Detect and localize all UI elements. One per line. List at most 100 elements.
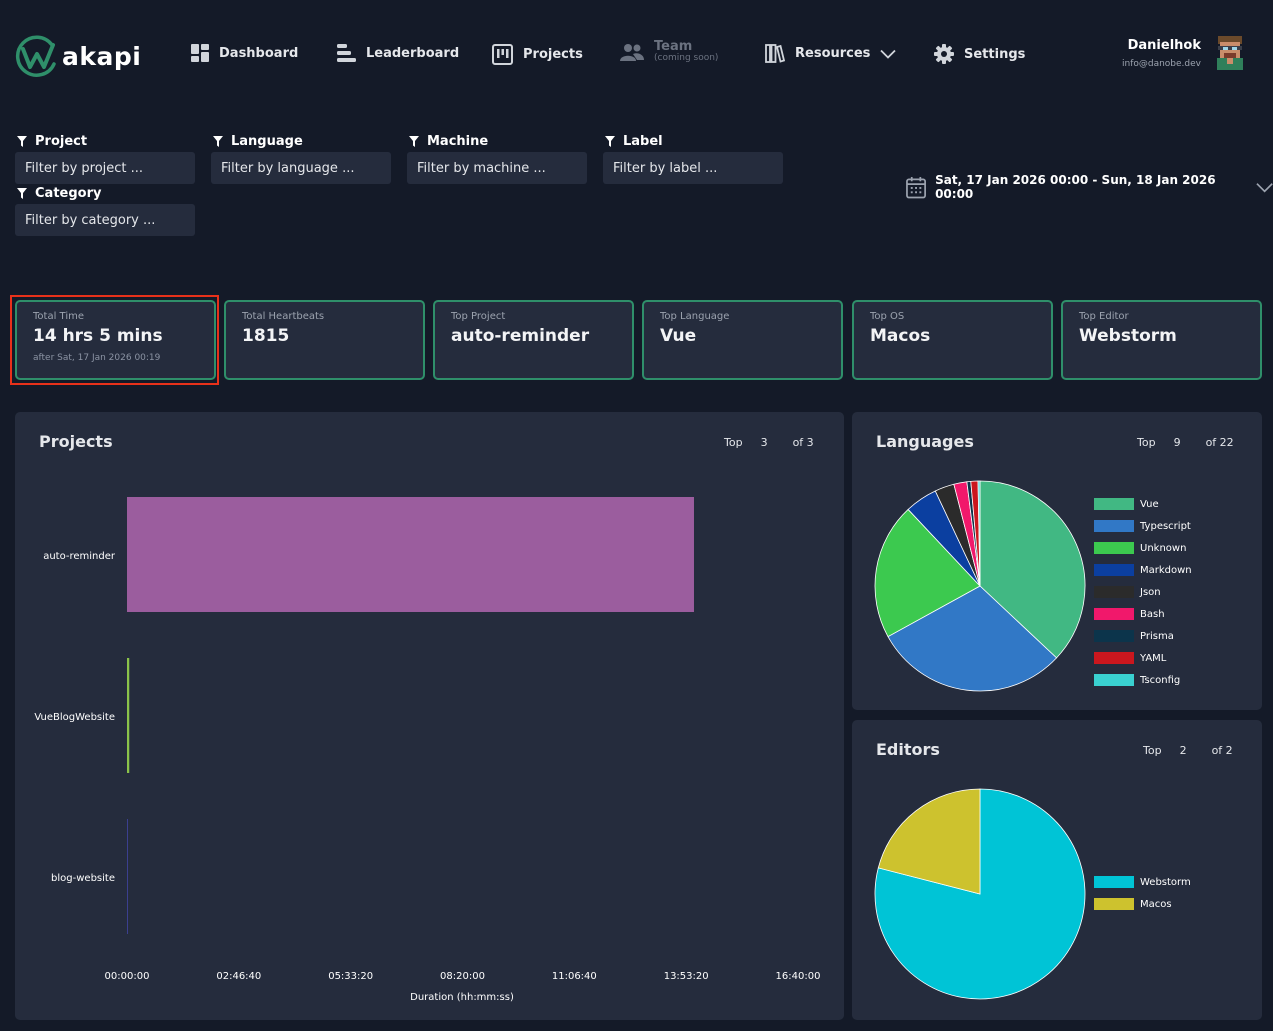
stat-title: Total Time [33, 311, 85, 322]
filter-machine: Machine [407, 132, 587, 184]
wakapi-logo-icon [15, 35, 56, 77]
x-tick-label: 08:20:00 [440, 971, 485, 982]
bar-auto-reminder[interactable] [127, 497, 694, 612]
x-tick-label: 02:46:40 [216, 971, 261, 982]
x-tick-label: 16:40:00 [776, 971, 821, 982]
languages-legend-item[interactable]: Unknown [1094, 542, 1186, 554]
stat-total-time: Total Time 14 hrs 5 mins after Sat, 17 J… [15, 300, 216, 380]
filter-category: Category [15, 184, 195, 236]
legend-swatch [1094, 674, 1134, 686]
languages-legend-item[interactable]: Bash [1094, 608, 1165, 620]
nav-settings-label: Settings [964, 46, 1026, 62]
languages-legend-item[interactable]: Vue [1094, 498, 1159, 510]
gear-icon [934, 44, 954, 64]
filter-category-input[interactable] [15, 204, 195, 236]
editors-slice-macos[interactable] [877, 788, 981, 895]
nav-resources[interactable]: Resources [765, 44, 897, 63]
stat-top-language: Top Language Vue [642, 300, 843, 380]
projects-icon [492, 44, 513, 65]
projects-top-input[interactable] [750, 434, 789, 450]
x-axis-label: Duration (hh:mm:ss) [410, 992, 514, 1003]
filter-project-label: Project [35, 133, 88, 149]
filter-icon [17, 187, 27, 199]
date-range-text: Sat, 17 Jan 2026 00:00 - Sun, 18 Jan 202… [935, 173, 1216, 201]
languages-legend-item[interactable]: Typescript [1094, 520, 1191, 532]
languages-top-input[interactable] [1163, 434, 1202, 450]
bar-VueBlogWebsite[interactable] [127, 658, 130, 773]
editors-slice-webstorm[interactable] [874, 788, 1086, 1000]
languages-top-control: Top of 22 [1137, 434, 1234, 450]
avatar[interactable] [1215, 36, 1245, 70]
nav-settings[interactable]: Settings [934, 44, 1025, 64]
editors-legend-item[interactable]: Macos [1094, 898, 1172, 910]
filter-icon [213, 135, 223, 147]
nav-leaderboard[interactable]: Leaderboard [337, 44, 459, 62]
languages-slice-typescript[interactable] [887, 585, 1058, 692]
user-email: info@danobe.dev [1121, 58, 1201, 69]
stat-top-os: Top OS Macos [852, 300, 1053, 380]
languages-pie-chart [874, 480, 1086, 692]
wakapi-logo[interactable]: akapi [14, 34, 141, 78]
user-menu[interactable]: Danielhok info@danobe.dev [1122, 36, 1245, 70]
editors-pie-chart [874, 788, 1086, 1000]
stat-title: Top Language [660, 311, 730, 322]
languages-legend-item[interactable]: Markdown [1094, 564, 1192, 576]
legend-swatch [1094, 498, 1134, 510]
editors-top-control: Top of 2 [1143, 742, 1233, 758]
languages-legend-item[interactable]: Tsconfig [1094, 674, 1180, 686]
projects-panel-title: Projects [39, 432, 113, 451]
stat-value: 1815 [242, 326, 290, 346]
legend-label: Bash [1140, 608, 1165, 620]
legend-label: YAML [1140, 652, 1167, 664]
languages-legend-item[interactable]: Json [1094, 586, 1161, 598]
editors-legend-item[interactable]: Webstorm [1094, 876, 1191, 888]
leaderboard-icon [337, 44, 356, 62]
projects-top-control: Top of 3 [724, 434, 814, 450]
nav-projects-label: Projects [523, 47, 583, 62]
languages-slice-vue[interactable] [979, 480, 1086, 659]
legend-label: Unknown [1140, 542, 1187, 554]
filter-label: Label [603, 132, 783, 184]
nav-dashboard[interactable]: Dashboard [191, 44, 298, 62]
filter-project: Project [15, 132, 195, 184]
filter-project-input[interactable] [15, 152, 195, 184]
languages-slice-unknown[interactable] [874, 508, 981, 638]
nav-team-label: Team [654, 39, 693, 54]
chevron-down-icon [1256, 182, 1273, 193]
filter-machine-label: Machine [427, 133, 489, 149]
stat-title: Total Heartbeats [242, 311, 325, 322]
nav-projects[interactable]: Projects [492, 44, 583, 65]
app-name: akapi [62, 41, 142, 71]
bar-blog-website[interactable] [127, 819, 128, 934]
x-tick-label: 11:06:40 [552, 971, 597, 982]
of-label: of 3 [792, 435, 814, 449]
legend-label: Tsconfig [1140, 674, 1181, 686]
date-range-picker[interactable]: Sat, 17 Jan 2026 00:00 - Sun, 18 Jan 202… [906, 173, 1273, 201]
nav-team-sublabel: (coming soon) [654, 53, 719, 64]
of-label: of 2 [1211, 743, 1233, 757]
filter-machine-input[interactable] [407, 152, 587, 184]
legend-swatch [1094, 898, 1134, 910]
languages-legend-item[interactable]: YAML [1094, 652, 1166, 664]
legend-swatch [1094, 608, 1134, 620]
legend-swatch [1094, 652, 1134, 664]
nav-resources-label: Resources [795, 46, 871, 61]
editors-panel-title: Editors [876, 740, 940, 759]
chevron-down-icon [880, 49, 897, 59]
filter-label-input[interactable] [603, 152, 783, 184]
languages-legend-item[interactable]: Prisma [1094, 630, 1174, 642]
nav-leaderboard-label: Leaderboard [366, 45, 460, 61]
languages-slice-tsconfig[interactable] [977, 480, 981, 587]
legend-swatch [1094, 630, 1134, 642]
legend-swatch [1094, 876, 1134, 888]
filter-language: Language [211, 132, 391, 184]
legend-label: Macos [1140, 898, 1172, 910]
stat-value: Vue [660, 326, 697, 346]
projects-bar-chart: auto-reminder VueBlogWebsite blog-website 0… [34, 497, 821, 1003]
languages-panel-title: Languages [876, 432, 974, 451]
stat-title: Top Editor [1079, 311, 1129, 322]
editors-top-input[interactable] [1169, 742, 1208, 758]
x-tick-label: 13:53:20 [664, 971, 709, 982]
filter-language-input[interactable] [211, 152, 391, 184]
nav-team: Team (coming soon) [620, 39, 719, 64]
